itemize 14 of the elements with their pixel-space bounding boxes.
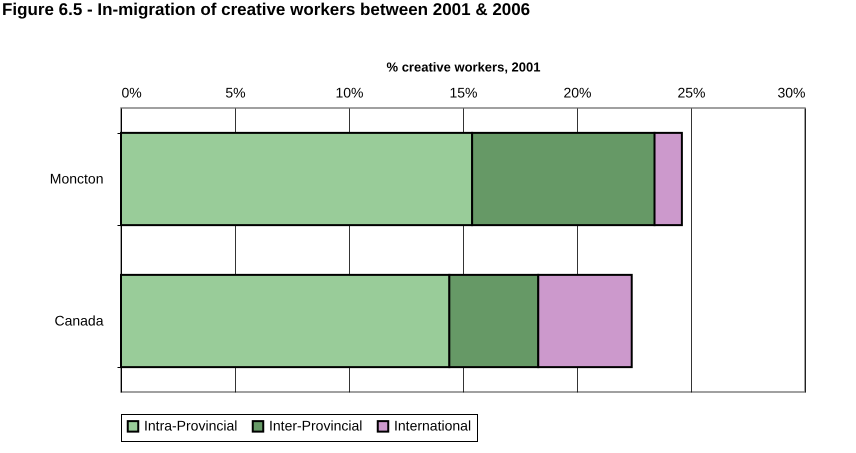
x-tick-label: 15% [449, 84, 478, 100]
y-tick-label: Moncton [50, 170, 104, 186]
chart-title: Figure 6.5 - In-migration of creative workers between 2001 & 2006 [2, 0, 530, 19]
x-tick-label: 10% [335, 84, 364, 100]
x-tick-label: 5% [225, 84, 246, 100]
x-tick-label: 30% [777, 84, 806, 100]
legend-label: International [394, 417, 472, 434]
x-tick-label: 0% [122, 84, 142, 100]
x-tick-label: 20% [563, 84, 592, 100]
legend-label: Intra-Provincial [144, 417, 238, 434]
x-tick-label: 25% [677, 84, 706, 100]
legend-label: Inter-Provincial [269, 417, 362, 434]
x-axis-title: % creative workers, 2001 [386, 60, 540, 74]
y-tick-label: Canada [54, 312, 104, 328]
